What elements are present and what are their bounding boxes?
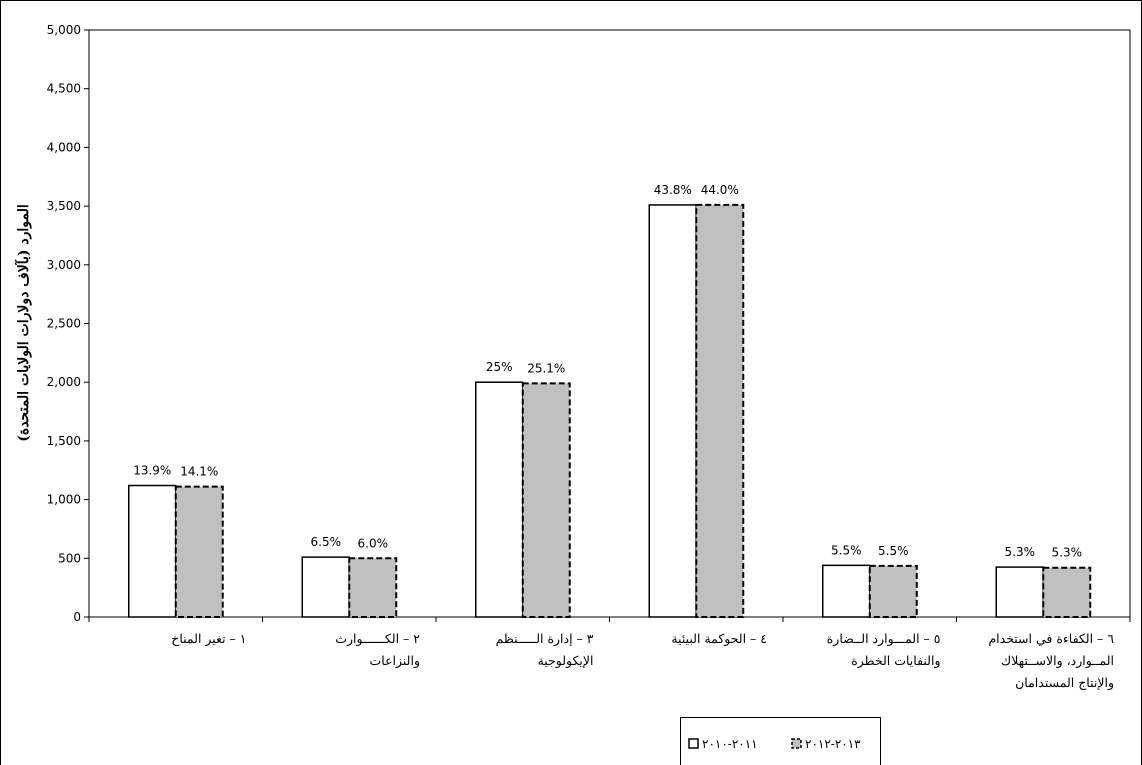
bar-series-2-cat-5 (868, 564, 918, 619)
bar-series-2-cat-4 (695, 203, 745, 618)
x-category-label: والنفايات الخطرة (851, 653, 940, 669)
y-tick-label: 0 (73, 610, 81, 624)
data-label-series-2-cat-5: 5.5% (878, 544, 909, 558)
x-category-label: ٢ – الكــــــوارث (335, 631, 420, 647)
bar-series-2-cat-1 (174, 485, 224, 618)
bar-series-2-cat-2 (348, 557, 398, 618)
data-label-series-1-cat-2: 6.5% (311, 535, 342, 549)
bar-series-2-cat-3 (521, 382, 571, 618)
x-category-label: ٤ – الحوكمة البيئية (671, 631, 767, 647)
data-label-series-2-cat-3: 25.1% (527, 361, 565, 375)
legend-swatch-series-2 (791, 738, 802, 749)
data-label-series-2-cat-6: 5.3% (1052, 546, 1083, 560)
data-label-series-1-cat-1: 13.9% (133, 464, 171, 478)
y-tick-label: 2,000 (47, 375, 81, 389)
y-axis: 0 500 1,000 1,500 2,000 2,500 3,000 3,500 4,000 4… (47, 23, 89, 624)
data-labels: 13.9% 14.1% 6.5% 6.0% 25% 25.1% 43.8% 44.0% 5.5%… (133, 183, 1082, 560)
x-category-label: ٣ – إدارة الـــــنظم (496, 631, 594, 647)
x-category-label: ١ – تغير المناخ (171, 631, 246, 647)
y-tick-label: 2,500 (47, 317, 81, 331)
y-tick-label: 3,000 (47, 258, 81, 272)
data-label-series-2-cat-2: 6.0% (358, 536, 389, 550)
y-tick-label: 4,500 (47, 82, 81, 96)
legend-item-series-2: ٢٠١٣-٢٠١٢ (791, 737, 861, 751)
data-label-series-1-cat-5: 5.5% (831, 543, 862, 557)
legend-box (680, 717, 881, 765)
bar-series-1-cat-3 (475, 381, 524, 618)
data-label-series-1-cat-6: 5.3% (1005, 545, 1036, 559)
bar-series-1-cat-4 (648, 204, 697, 618)
y-tick-label: 1,500 (47, 434, 81, 448)
x-category-label: المــوارد، والاســتهلاك (1001, 653, 1114, 669)
x-category-label: ٦ – الكفاءة في استخدام (988, 631, 1114, 647)
legend-swatch-series-1 (688, 738, 699, 749)
y-tick-label: 3,500 (47, 199, 81, 213)
legend-item-series-1: ٢٠١١-٢٠١٠ (688, 737, 758, 751)
data-label-series-2-cat-1: 14.1% (180, 465, 218, 479)
data-label-series-1-cat-3: 25% (486, 360, 513, 374)
x-category-label: والإنتاج المستدامان (1015, 675, 1114, 691)
bar-series-1-cat-2 (301, 556, 350, 618)
bar-series-1-cat-1 (128, 484, 177, 618)
y-tick-label: 5,000 (47, 23, 81, 37)
bar-series-1-cat-6 (995, 566, 1044, 618)
y-axis-title: الموارد (بآلاف دولارات الولايات المتحدة) (14, 204, 32, 442)
bars-group (128, 203, 1092, 619)
data-label-series-2-cat-4: 44.0% (701, 183, 739, 197)
y-tick-label: 1,000 (47, 493, 81, 507)
bar-series-1-cat-5 (822, 564, 871, 618)
x-category-label: والنزاعات (370, 653, 421, 669)
legend-label-series-1: ٢٠١١-٢٠١٠ (702, 737, 758, 751)
y-tick-label: 500 (58, 551, 81, 565)
bar-series-2-cat-6 (1042, 566, 1092, 619)
data-label-series-1-cat-4: 43.8% (654, 183, 692, 197)
y-tick-label: 4,000 (47, 140, 81, 154)
legend-label-series-2: ٢٠١٣-٢٠١٢ (805, 737, 861, 751)
x-axis: ١ – تغير المناخ ٢ – الكــــــوارث والنزاعا… (88, 617, 1131, 691)
x-category-label: ٥ – المـــوارد الــضارة (827, 631, 941, 647)
plot-area (88, 29, 1131, 618)
x-category-label: الإيكولوجية (538, 653, 594, 669)
legend: ٢٠١١-٢٠١٠ ٢٠١٣-٢٠١٢ (680, 717, 881, 765)
